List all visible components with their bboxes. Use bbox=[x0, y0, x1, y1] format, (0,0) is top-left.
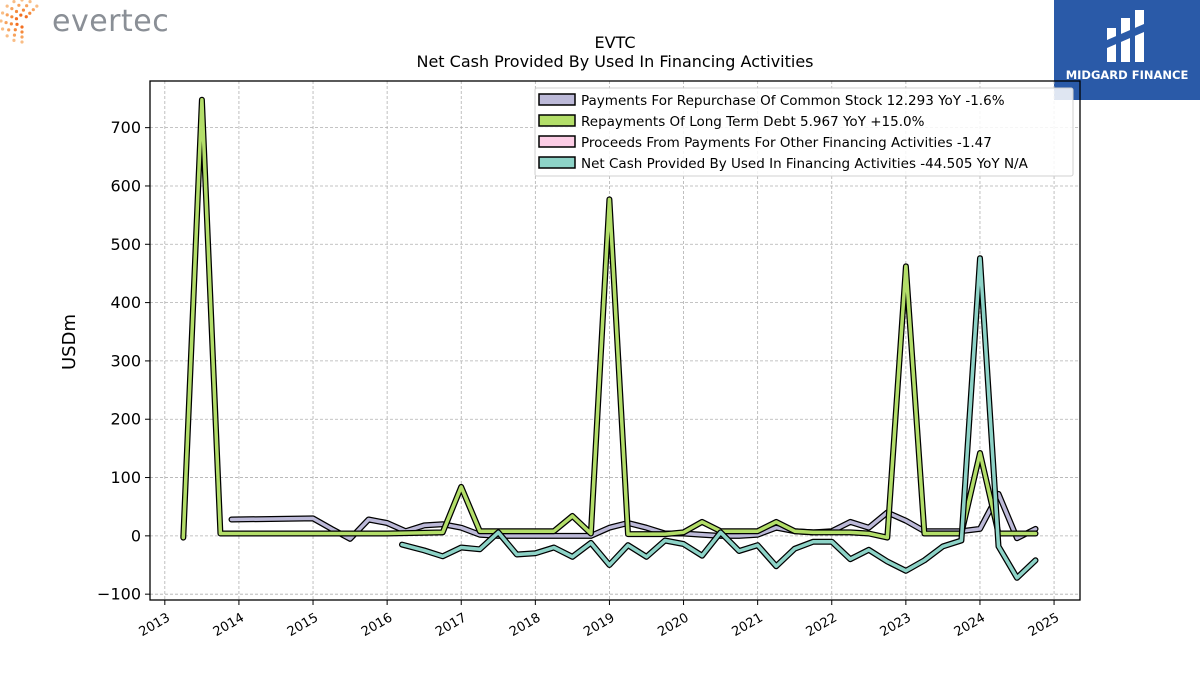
midgard-emblem-icon bbox=[1107, 10, 1144, 62]
logo-dot bbox=[5, 34, 9, 38]
evertec-dots-icon bbox=[0, 0, 39, 44]
y-tick-label: 200 bbox=[110, 410, 141, 429]
logo-dot bbox=[21, 8, 26, 12]
series-lines bbox=[180, 96, 1039, 581]
logo-dot bbox=[35, 4, 39, 8]
x-tick-label: 2022 bbox=[804, 610, 840, 640]
legend-box bbox=[534, 87, 1074, 177]
x-tick-label: 2014 bbox=[211, 610, 247, 640]
legend-label: Repayments Of Long Term Debt 5.967 YoY +… bbox=[581, 114, 925, 130]
y-tick-label: 400 bbox=[110, 293, 141, 312]
x-tick-label: 2015 bbox=[285, 610, 321, 640]
y-tick-label: 700 bbox=[110, 118, 141, 137]
logo-dot bbox=[17, 3, 21, 7]
logo-dot bbox=[28, 0, 32, 4]
logo-dot bbox=[10, 15, 14, 19]
logo-dot bbox=[25, 4, 29, 8]
logo-dot bbox=[9, 22, 13, 26]
logo-dot bbox=[13, 28, 17, 32]
series-line-1 bbox=[181, 97, 1038, 540]
x-tick-label: 2023 bbox=[878, 610, 914, 640]
x-tick-label: 2017 bbox=[433, 610, 469, 640]
x-tick-label: 2020 bbox=[655, 610, 691, 640]
legend-swatch bbox=[538, 93, 576, 106]
legend-label: Net Cash Provided By Used In Financing A… bbox=[581, 156, 1029, 172]
midgard-finance-logo: MIDGARD FINANCE bbox=[1054, 0, 1200, 100]
y-axis: −100 0 100 200 300 400 500 600 700 bbox=[97, 118, 150, 604]
legend-label: Proceeds From Payments For Other Financi… bbox=[581, 135, 992, 151]
y-tick-label: 600 bbox=[110, 176, 141, 195]
logo-dot bbox=[0, 19, 3, 23]
logo-dot bbox=[28, 11, 32, 15]
legend-label: Payments For Repurchase Of Common Stock … bbox=[581, 93, 1005, 109]
y-tick-label: −100 bbox=[97, 585, 141, 604]
logo-dot bbox=[12, 0, 16, 4]
y-tick-label: 300 bbox=[110, 351, 141, 370]
logo-dot bbox=[24, 15, 28, 19]
series-line-3 bbox=[400, 256, 1038, 580]
x-axis: 2013 2014 2015 2016 2017 2018 2019 2020 2021 2022… bbox=[137, 600, 1062, 640]
logo-dot bbox=[7, 28, 11, 32]
logo-dot bbox=[5, 13, 9, 17]
y-axis-label: USDm bbox=[59, 314, 80, 370]
chart-subtitle: Net Cash Provided By Used In Financing A… bbox=[416, 52, 814, 71]
logo-dot bbox=[0, 27, 5, 31]
y-tick-label: 0 bbox=[131, 526, 141, 545]
x-tick-label: 2025 bbox=[1026, 610, 1062, 640]
x-tick-label: 2013 bbox=[137, 610, 173, 640]
midgard-wordmark: MIDGARD FINANCE bbox=[1065, 68, 1189, 82]
logo-dot bbox=[14, 17, 19, 21]
logo-dot bbox=[0, 11, 5, 15]
legend-swatch bbox=[538, 135, 576, 148]
y-tick-label: 500 bbox=[110, 235, 141, 254]
x-tick-label: 2018 bbox=[507, 610, 543, 640]
logo-dot bbox=[20, 0, 24, 2]
logo-dot bbox=[19, 13, 23, 17]
logo-dot bbox=[14, 9, 19, 14]
logo-dot bbox=[15, 22, 19, 26]
logo-dot bbox=[31, 8, 35, 12]
x-tick-label: 2024 bbox=[952, 610, 988, 640]
evertec-wordmark: evertec bbox=[52, 4, 170, 39]
x-tick-label: 2021 bbox=[729, 610, 765, 640]
chart-title: EVTC bbox=[594, 33, 636, 52]
legend-swatch bbox=[538, 156, 576, 169]
y-tick-label: 100 bbox=[110, 468, 141, 487]
logo-dot bbox=[20, 40, 24, 44]
logo-dot bbox=[20, 25, 24, 29]
x-tick-label: 2016 bbox=[359, 610, 395, 640]
legend-swatch bbox=[538, 114, 576, 127]
evertec-logo: evertec bbox=[0, 0, 200, 46]
logo-dot bbox=[12, 38, 16, 43]
legend: Payments For Repurchase Of Common Stock … bbox=[534, 87, 1074, 177]
plot-frame bbox=[149, 80, 1081, 601]
logo-dot bbox=[5, 4, 9, 8]
logo-dot bbox=[20, 35, 24, 39]
logo-dot bbox=[12, 33, 17, 37]
x-tick-label: 2019 bbox=[581, 610, 617, 640]
logo-dot bbox=[10, 7, 14, 11]
logo-dot bbox=[4, 20, 8, 25]
logo-dot bbox=[20, 30, 24, 34]
